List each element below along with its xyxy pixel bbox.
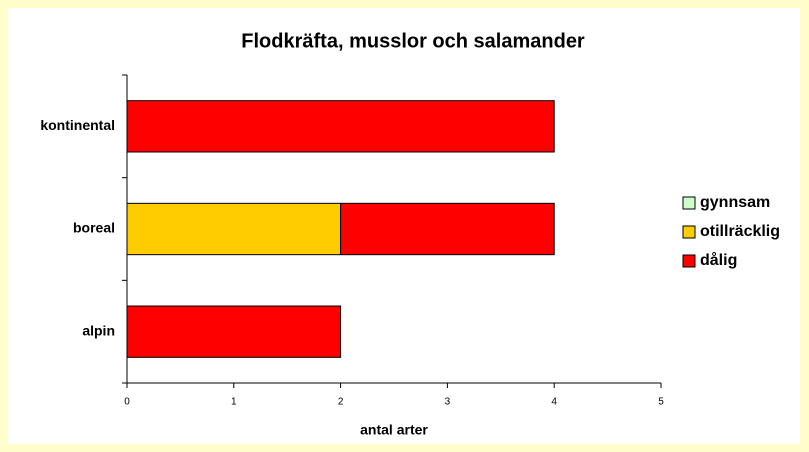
y-tick-label: boreal	[73, 220, 115, 236]
legend-swatch	[682, 225, 696, 239]
bar-segment	[340, 202, 555, 256]
bar-segment	[126, 202, 342, 256]
x-tick-label: 3	[445, 397, 451, 408]
legend-label: dålig	[700, 251, 737, 269]
bar-segment	[126, 100, 555, 153]
legend-label: otillräcklig	[700, 223, 780, 240]
x-tick-label: 5	[658, 397, 664, 408]
x-tick-label: 1	[231, 397, 237, 408]
bar-segment	[126, 305, 342, 358]
legend-swatch	[682, 254, 696, 268]
chart-title: Flodkräfta, musslor och salamander	[241, 30, 585, 52]
x-tick-label: 0	[124, 397, 130, 408]
y-tick-label: alpin	[82, 322, 115, 338]
x-axis-label: antal arter	[360, 422, 428, 438]
y-tick-label: kontinental	[40, 117, 115, 133]
legend-swatch	[682, 196, 696, 210]
x-tick-label: 4	[551, 397, 557, 408]
x-tick-label: 2	[338, 397, 344, 408]
legend-label: gynnsam	[700, 194, 770, 211]
